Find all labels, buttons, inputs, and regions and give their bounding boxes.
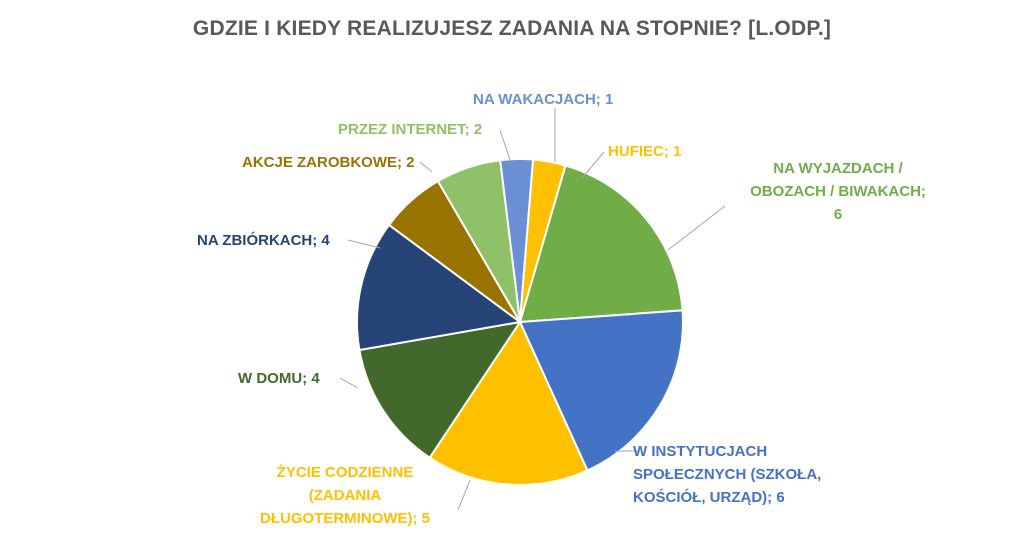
slice-label-line: AKCJE ZAROBKOWE; 2 bbox=[242, 154, 415, 171]
slice-label-line: DŁUGOTERMINOWE); 5 bbox=[260, 510, 430, 527]
slice-label-line: HUFIEC; 1 bbox=[608, 143, 682, 160]
leader-line bbox=[419, 161, 433, 173]
pie-slice bbox=[428, 319, 589, 486]
pie-slice bbox=[358, 320, 523, 460]
slice-label-line: NA WAKACJACH; 1 bbox=[473, 91, 614, 108]
slice-label-line: NA ZBIÓRKACH; 4 bbox=[197, 232, 330, 249]
leader-line bbox=[339, 377, 359, 389]
slice-label-line: (ZADANIA bbox=[308, 487, 382, 504]
slice-label-line: NA WYJAZDACH / bbox=[773, 160, 903, 177]
leader-line bbox=[499, 129, 511, 161]
leader-line bbox=[457, 479, 471, 511]
slice-label-line: OBOZACH / BIWAKACH; bbox=[750, 183, 926, 200]
slice-label-line: W DOMU; 4 bbox=[238, 370, 320, 387]
leader-line bbox=[347, 239, 381, 249]
slice-label: W INSTYTUCJACH SPOŁECZNYCH (SZKOŁA, KOŚCIÓ… bbox=[633, 440, 821, 509]
slice-label-line: SPOŁECZNYCH (SZKOŁA, bbox=[633, 466, 822, 483]
slice-label-line: ŻYCIE CODZIENNE bbox=[276, 464, 414, 481]
slice-label: NA WAKACJACH; 1 bbox=[473, 88, 613, 111]
slice-label-line: PRZEZ INTERNET; 2 bbox=[338, 121, 483, 138]
slice-label: W DOMU; 4 bbox=[238, 367, 320, 390]
slice-label-line: W INSTYTUCJACH bbox=[633, 443, 768, 460]
slice-label: NA WYJAZDACH / OBOZACH / BIWAKACH; 6 bbox=[738, 157, 938, 226]
slice-label: HUFIEC; 1 bbox=[608, 140, 681, 163]
leader-line bbox=[667, 205, 726, 251]
slice-label: AKCJE ZAROBKOWE; 2 bbox=[242, 151, 415, 174]
slice-label: ŻYCIE CODZIENNE (ZADANIA DŁUGOTERMINOWE); … bbox=[245, 461, 445, 530]
pie-slice bbox=[356, 223, 523, 352]
slice-label: PRZEZ INTERNET; 2 bbox=[338, 118, 482, 141]
slice-label: NA ZBIÓRKACH; 4 bbox=[197, 229, 330, 252]
slice-label-line: 6 bbox=[833, 206, 843, 223]
pie-slice bbox=[436, 159, 521, 323]
pie-slice bbox=[518, 164, 684, 324]
leader-line bbox=[581, 151, 605, 179]
pie-slice bbox=[518, 309, 684, 472]
chart-title: GDZIE I KIEDY REALIZUJESZ ZADANIA NA STO… bbox=[192, 17, 832, 40]
slice-label-line: KOŚCIÓŁ, URZĄD); 6 bbox=[633, 489, 785, 506]
